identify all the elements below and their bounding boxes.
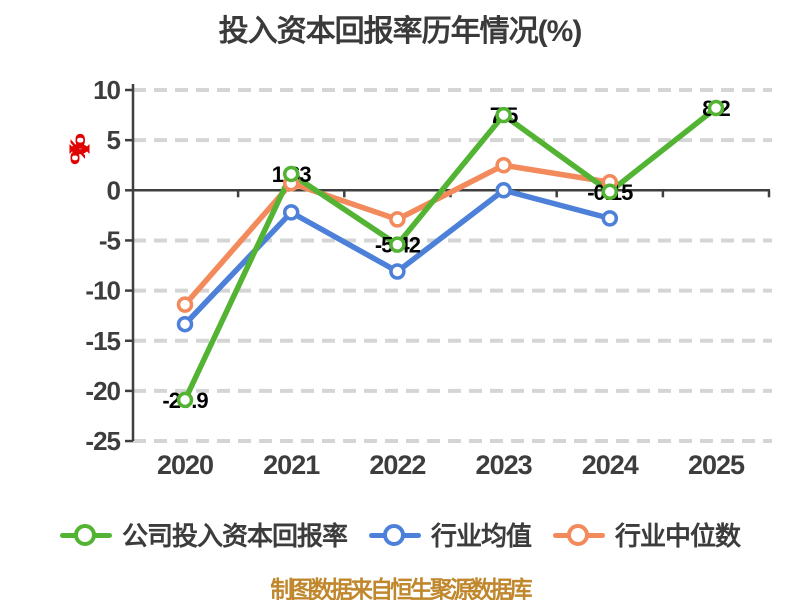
legend-dot (567, 523, 589, 546)
legend-label: 行业中位数 (615, 521, 741, 551)
y-tick-label: 10 (93, 75, 120, 105)
line-chart-plot: 10 5 0 -5 -10 -15 -20 -25 2020 2021 2022 2023 2024 20… (85, 75, 772, 480)
data-point (495, 156, 512, 174)
legend-item: 行业均值 (368, 516, 532, 553)
data-point (282, 204, 300, 221)
data-point (601, 183, 619, 201)
legend-dot (73, 523, 96, 546)
x-tick-label: 2025 (688, 450, 745, 480)
y-tick-label: -10 (85, 276, 120, 306)
x-tick-label: 2023 (476, 450, 533, 480)
chart-legend: 公司投入资本回报率 行业均值 行业中位数 (0, 516, 800, 553)
y-tick-label: -5 (99, 225, 121, 255)
data-point (176, 315, 194, 333)
x-tick-label: 2021 (263, 450, 320, 480)
data-point (176, 296, 194, 313)
y-tick-label: -20 (85, 376, 120, 406)
x-tick-label: 2024 (582, 450, 639, 480)
data-point (282, 165, 300, 183)
legend-label: 行业均值 (430, 521, 532, 551)
data-point (495, 182, 512, 199)
data-point (389, 236, 406, 253)
y-tick-label: -15 (85, 326, 120, 356)
x-tick-label: 2022 (369, 450, 425, 480)
data-point (601, 210, 619, 227)
data-point (176, 391, 194, 409)
data-point (707, 99, 725, 117)
y-tick-label: 5 (107, 125, 121, 155)
legend-marker-icon (368, 523, 421, 547)
source-note: 制图数据来自恒生聚源数据库 (270, 577, 532, 600)
legend-label: 公司投入资本回报率 (121, 521, 348, 551)
data-point (389, 211, 406, 228)
y-tick-label: 0 (107, 175, 121, 205)
y-tick-label: -25 (85, 426, 120, 456)
data-point (495, 106, 512, 124)
legend-marker-icon (59, 523, 112, 547)
legend-item: 公司投入资本回报率 (59, 516, 348, 553)
chart-title: 投入资本回报率历年情况(%) (218, 15, 583, 48)
legend-item: 行业中位数 (553, 516, 741, 553)
data-point (389, 263, 406, 280)
legend-dot (382, 523, 405, 546)
legend-marker-icon (553, 523, 605, 547)
series-line (182, 105, 719, 403)
x-tick-label: 2020 (157, 450, 213, 480)
